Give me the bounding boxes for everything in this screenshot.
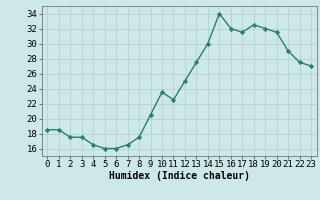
X-axis label: Humidex (Indice chaleur): Humidex (Indice chaleur) <box>109 171 250 181</box>
